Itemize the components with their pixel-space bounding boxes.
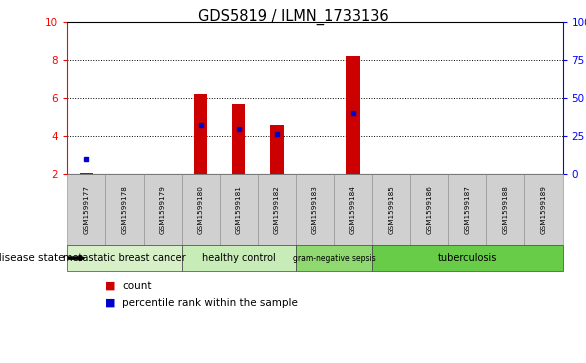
Text: GSM1599188: GSM1599188 [502,185,509,234]
Text: GSM1599189: GSM1599189 [540,185,547,234]
Text: GSM1599177: GSM1599177 [83,185,90,234]
Text: healthy control: healthy control [202,253,275,263]
Bar [232,104,246,174]
Text: metastatic breast cancer: metastatic breast cancer [63,253,186,263]
Text: GSM1599185: GSM1599185 [388,185,394,234]
Bar [270,125,284,174]
Text: GSM1599182: GSM1599182 [274,185,280,234]
Text: GSM1599179: GSM1599179 [159,185,166,234]
Text: GSM1599183: GSM1599183 [312,185,318,234]
Text: count: count [122,281,151,291]
Bar [346,56,360,174]
Text: ■: ■ [105,281,116,291]
Text: ■: ■ [105,298,116,308]
Text: tuberculosis: tuberculosis [438,253,497,263]
Text: GSM1599186: GSM1599186 [426,185,432,234]
Text: GSM1599181: GSM1599181 [236,185,242,234]
Bar [194,94,207,174]
Text: GSM1599180: GSM1599180 [197,185,204,234]
Text: gram-negative sepsis: gram-negative sepsis [292,254,376,262]
Text: percentile rank within the sample: percentile rank within the sample [122,298,298,308]
Text: GSM1599187: GSM1599187 [464,185,471,234]
Text: disease state: disease state [0,253,64,263]
Bar [80,173,93,174]
Text: GSM1599184: GSM1599184 [350,185,356,234]
Text: GDS5819 / ILMN_1733136: GDS5819 / ILMN_1733136 [197,9,389,25]
Text: GSM1599178: GSM1599178 [121,185,128,234]
